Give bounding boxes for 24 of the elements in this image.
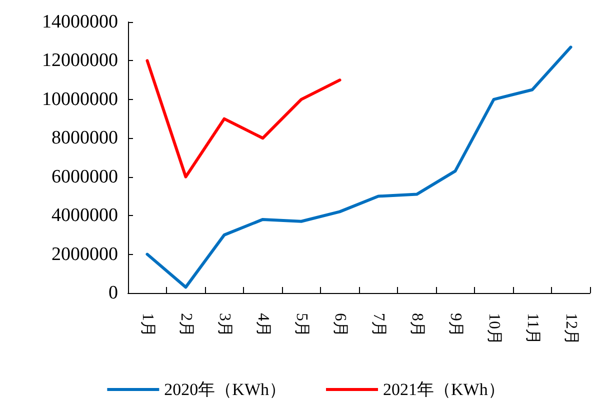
x-tick-label: 2月: [177, 313, 194, 337]
x-tick-label: 3月: [216, 313, 233, 337]
x-tick-label: 4月: [254, 313, 272, 337]
x-tick-label: 9月: [446, 313, 464, 337]
y-tick-label: 8000000: [52, 128, 118, 149]
y-tick-label: 0: [108, 282, 118, 304]
legend-label: 2021年（KWh）: [383, 380, 505, 399]
x-tick-label: 12月: [562, 313, 580, 345]
x-tick-label: 1月: [138, 313, 156, 337]
x-tick-label: 10月: [485, 313, 502, 345]
x-tick-label: 11月: [524, 313, 541, 344]
x-tick-label: 6月: [331, 313, 348, 337]
y-tick-label: 4000000: [52, 205, 118, 226]
x-tick-label: 5月: [292, 313, 310, 337]
legend-label: 2020年（KWh）: [164, 380, 286, 399]
x-tick-label: 7月: [370, 313, 387, 337]
y-tick-label: 14000000: [42, 12, 118, 32]
y-tick-label: 2000000: [52, 244, 118, 265]
line-series: [146, 59, 342, 178]
x-tick-label: 8月: [408, 313, 426, 337]
y-tick-label: 10000000: [42, 88, 118, 110]
y-tick-label: 12000000: [42, 50, 118, 72]
y-tick-label: 6000000: [52, 166, 118, 188]
line-series: [146, 46, 572, 289]
